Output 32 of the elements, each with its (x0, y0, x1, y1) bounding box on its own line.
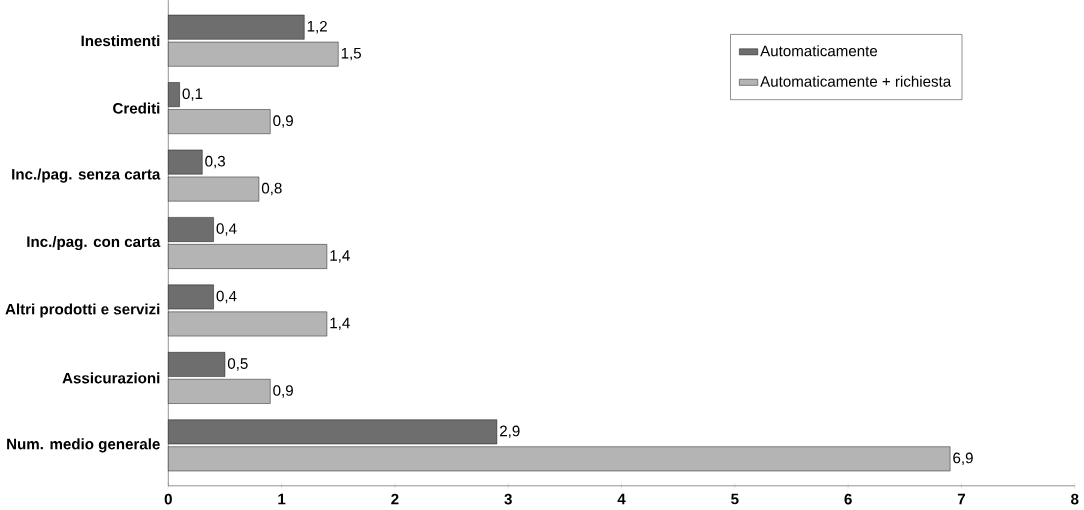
data-label: 2,9 (500, 425, 520, 439)
data-label: 6,9 (953, 452, 973, 466)
data-label: 1,2 (307, 21, 327, 34)
x-tick-label: 7 (957, 494, 965, 505)
x-tick-label: 1 (278, 494, 286, 505)
y-tick-label: Altri prodotti e servizi (5, 303, 160, 318)
data-label: 1,5 (341, 48, 361, 61)
data-label: 0,8 (261, 183, 282, 196)
data-label: 1,4 (330, 318, 350, 331)
data-label: 0,1 (182, 88, 203, 102)
data-label: 0,9 (273, 385, 293, 398)
y-tick-label: Inc./pag. con carta (27, 236, 161, 251)
y-tick-label: Num. medio generale (7, 438, 160, 453)
x-tick-label: 3 (504, 494, 512, 505)
x-tick-label: 8 (1071, 494, 1079, 505)
y-tick-label: Crediti (113, 102, 160, 114)
data-label: 0,4 (216, 223, 237, 236)
data-label: 0,3 (205, 156, 225, 169)
x-tick-label: 2 (391, 494, 399, 505)
x-tick-label: 5 (731, 494, 739, 505)
x-tick-label: 0 (164, 494, 172, 505)
y-tick-label: Inestimenti (81, 35, 160, 47)
x-tick-label: 4 (617, 494, 626, 505)
y-tick-label: Assicurazioni (62, 372, 160, 384)
data-label: 0,5 (227, 358, 248, 371)
legend-label: Automaticamente + richiesta (760, 75, 952, 88)
legend-label: Automaticamente (760, 45, 878, 57)
data-label: 0,4 (216, 290, 237, 304)
data-label: 0,9 (273, 115, 293, 129)
x-tick-label: 6 (844, 494, 852, 505)
y-tick-label: Inc./pag. senza carta (12, 168, 161, 183)
data-label: 1,4 (330, 250, 350, 263)
